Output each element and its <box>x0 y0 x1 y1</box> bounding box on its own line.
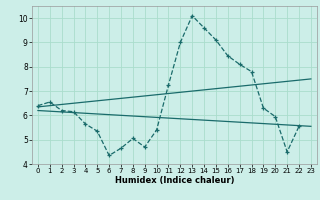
X-axis label: Humidex (Indice chaleur): Humidex (Indice chaleur) <box>115 176 234 185</box>
